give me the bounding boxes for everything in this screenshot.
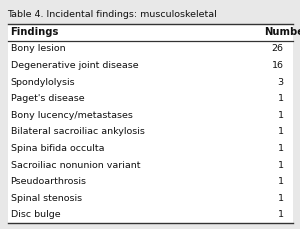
Text: 1: 1 bbox=[278, 111, 284, 120]
Text: Degenerative joint disease: Degenerative joint disease bbox=[11, 61, 138, 70]
Text: Bony lesion: Bony lesion bbox=[11, 44, 65, 53]
Text: Paget's disease: Paget's disease bbox=[11, 94, 84, 103]
Text: 1: 1 bbox=[278, 194, 284, 203]
Text: Findings: Findings bbox=[11, 27, 59, 37]
Text: Bilateral sacroiliac ankylosis: Bilateral sacroiliac ankylosis bbox=[11, 127, 144, 136]
Text: Bony lucency/metastases: Bony lucency/metastases bbox=[11, 111, 132, 120]
Bar bbox=[8, 24, 292, 223]
Text: Table 4. Incidental findings: musculoskeletal: Table 4. Incidental findings: musculoske… bbox=[8, 10, 217, 19]
Text: Spinal stenosis: Spinal stenosis bbox=[11, 194, 82, 203]
Text: Pseudoarthrosis: Pseudoarthrosis bbox=[11, 177, 86, 186]
Text: Sacroiliac nonunion variant: Sacroiliac nonunion variant bbox=[11, 161, 140, 170]
Text: 1: 1 bbox=[278, 177, 284, 186]
Text: 1: 1 bbox=[278, 210, 284, 219]
Text: 1: 1 bbox=[278, 127, 284, 136]
Text: 1: 1 bbox=[278, 94, 284, 103]
Text: Spina bifida occulta: Spina bifida occulta bbox=[11, 144, 104, 153]
Text: Spondylolysis: Spondylolysis bbox=[11, 78, 75, 87]
Text: 1: 1 bbox=[278, 144, 284, 153]
Text: Disc bulge: Disc bulge bbox=[11, 210, 60, 219]
Text: 3: 3 bbox=[278, 78, 284, 87]
Text: 16: 16 bbox=[272, 61, 284, 70]
Text: 1: 1 bbox=[278, 161, 284, 170]
Text: Number: Number bbox=[264, 27, 300, 37]
Text: 26: 26 bbox=[272, 44, 284, 53]
